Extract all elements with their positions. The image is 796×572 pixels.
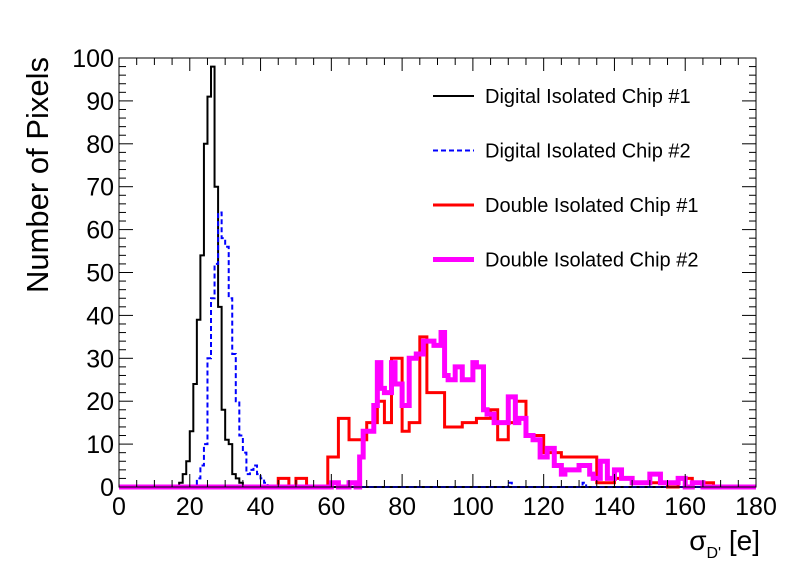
y-tick-label: 90	[86, 88, 114, 116]
x-axis-title-subscript: D'	[706, 545, 721, 562]
legend-label-2: Digital Isolated Chip #2	[485, 141, 691, 163]
axes-layer: 0 20 40 60 80 100 120 140 160 180 0 10 20 30 40 50 60 70 8…	[72, 45, 777, 521]
legend-label-3: Double Isolated Chip #1	[485, 195, 698, 217]
x-tick-label: 60	[317, 493, 345, 521]
y-tick-label: 50	[86, 260, 114, 288]
y-tick-label: 30	[86, 345, 114, 373]
series-layer	[119, 65, 756, 490]
y-tick-label: 10	[86, 431, 114, 459]
x-axis-title-symbol: σ	[689, 525, 706, 556]
x-axis-title-unit: [e]	[721, 525, 760, 556]
y-tick-label: 40	[86, 302, 114, 330]
y-tick-label: 20	[86, 388, 114, 416]
y-tick-label: 70	[86, 174, 114, 202]
series-line-1	[119, 65, 756, 488]
series-line-3	[119, 335, 756, 489]
x-tick-label: 180	[735, 493, 777, 521]
y-tick-label: 0	[100, 474, 114, 502]
x-tick-label: 140	[594, 493, 636, 521]
x-tick-label: 0	[112, 493, 126, 521]
x-tick-label: 120	[523, 493, 565, 521]
x-tick-label: 160	[664, 493, 706, 521]
series-line-4	[119, 330, 756, 490]
x-tick-label: 80	[388, 493, 416, 521]
x-tick-label: 20	[176, 493, 204, 521]
x-axis-title: σD' [e]	[689, 525, 760, 562]
x-tick-label: 100	[452, 493, 494, 521]
legend: Digital Isolated Chip #1 Digital Isolated…	[433, 86, 698, 272]
y-tick-label: 60	[86, 217, 114, 245]
legend-label-4: Double Isolated Chip #2	[485, 250, 698, 272]
y-axis-title: Number of Pixels	[20, 57, 55, 293]
y-tick-label: 100	[72, 45, 114, 73]
legend-label-1: Digital Isolated Chip #1	[485, 86, 691, 108]
y-tick-label: 80	[86, 131, 114, 159]
x-tick-label: 40	[247, 493, 275, 521]
